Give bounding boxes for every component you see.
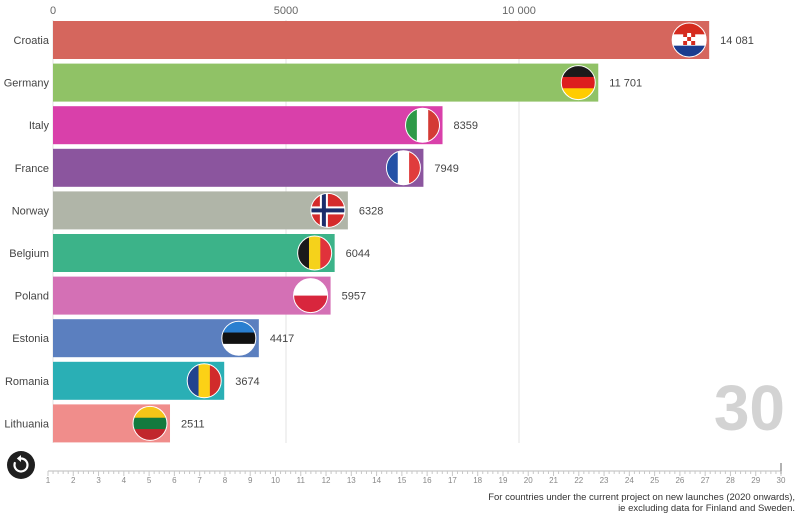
frame-number: 30 (714, 372, 785, 444)
bar-group: Lithuania 2511 (4, 404, 205, 443)
timeline-tick-label: 12 (322, 476, 331, 485)
romania-flag-icon (186, 363, 222, 399)
value-label: 2511 (181, 418, 205, 430)
value-label: 4417 (270, 333, 294, 345)
timeline-tick-label: 29 (751, 476, 760, 485)
value-label: 11 701 (609, 78, 642, 90)
timeline-tick-label: 22 (574, 476, 583, 485)
category-label: Poland (15, 291, 49, 303)
timeline-tick-label: 30 (777, 476, 786, 485)
timeline-tick-label: 8 (223, 476, 228, 485)
france-flag-icon (385, 150, 421, 186)
timeline-tick-label: 28 (726, 476, 735, 485)
timeline[interactable]: 1 2 3 4 5 6 7 8 9 10 11 12 13 14 15 16 17 18 19 20 21 22 23 24 2… (46, 463, 786, 485)
bar (53, 276, 331, 315)
category-label: Lithuania (4, 418, 50, 430)
value-label: 3674 (235, 376, 259, 388)
norway-flag-icon (310, 192, 346, 228)
germany-flag-icon (560, 65, 596, 101)
category-label: Norway (12, 205, 50, 217)
estonia-flag-icon (221, 320, 257, 356)
timeline-tick-label: 5 (147, 476, 152, 485)
replay-button[interactable] (7, 451, 35, 479)
timeline-tick-label: 1 (46, 476, 51, 485)
timeline-tick-label: 14 (372, 476, 381, 485)
value-label: 6044 (346, 248, 370, 260)
bar-group: France 7949 (15, 148, 459, 187)
category-label: Croatia (14, 35, 50, 47)
timeline-tick-label: 3 (96, 476, 101, 485)
footnote-line-1: For countries under the current project … (488, 492, 795, 503)
bar-group: Romania 3674 (5, 361, 260, 400)
value-label: 5957 (342, 291, 366, 303)
timeline-tick-label: 20 (524, 476, 533, 485)
italy-flag-icon (405, 107, 441, 143)
x-tick-label: 10 000 (502, 5, 536, 17)
croatia-flag-icon (671, 22, 707, 58)
bar-group: Poland 5957 (15, 276, 366, 315)
category-label: Romania (5, 376, 50, 388)
x-tick-label: 5000 (274, 5, 298, 17)
bar (53, 106, 443, 145)
timeline-tick-label: 2 (71, 476, 76, 485)
timeline-tick-label: 23 (600, 476, 609, 485)
belgium-flag-icon (297, 235, 333, 271)
category-label: Italy (29, 120, 50, 132)
timeline-tick-label: 21 (549, 476, 558, 485)
bar-group: Belgium 6044 (9, 234, 370, 272)
footnote-line-2: ie excluding data for Finland and Sweden… (618, 503, 795, 514)
bar (53, 148, 424, 187)
category-label: Germany (4, 78, 50, 90)
timeline-tick-label: 16 (423, 476, 432, 485)
timeline-tick-label: 11 (297, 476, 306, 485)
timeline-tick-label: 10 (271, 476, 280, 485)
timeline-tick-label: 24 (625, 476, 634, 485)
timeline-tick-label: 9 (248, 476, 253, 485)
bar (53, 63, 599, 102)
bar (53, 234, 335, 272)
category-label: Belgium (9, 248, 49, 260)
timeline-tick-label: 25 (650, 476, 659, 485)
timeline-tick-label: 27 (701, 476, 710, 485)
value-label: 7949 (434, 163, 458, 175)
category-label: Estonia (12, 333, 50, 345)
bar-group: Italy 8359 (29, 106, 478, 145)
x-axis-top: 0 5000 10 000 (50, 5, 536, 17)
timeline-tick-label: 17 (448, 476, 457, 485)
bar-group: Norway 6328 (12, 191, 383, 230)
value-label: 8359 (454, 120, 478, 132)
timeline-tick-label: 15 (397, 476, 406, 485)
timeline-tick-label: 13 (347, 476, 356, 485)
bars: Croatia 14 081 Germany 11 701 Italy 8359 Franc… (4, 21, 754, 443)
footnote: For countries under the current project … (488, 492, 795, 514)
poland-flag-icon (293, 278, 329, 314)
bar-group: Estonia 4417 (12, 319, 294, 358)
replay-icon (13, 455, 29, 473)
timeline-tick-label: 6 (172, 476, 177, 485)
bar (53, 191, 348, 230)
bar (53, 21, 710, 59)
bar-group: Germany 11 701 (4, 63, 642, 102)
x-tick-label: 0 (50, 5, 56, 17)
timeline-tick-label: 7 (197, 476, 202, 485)
value-label: 6328 (359, 205, 383, 217)
timeline-tick-label: 26 (675, 476, 684, 485)
timeline-tick-label: 18 (473, 476, 482, 485)
timeline-tick-label: 19 (499, 476, 508, 485)
timeline-tick-label: 4 (122, 476, 127, 485)
lithuania-flag-icon (132, 405, 168, 441)
category-label: France (15, 163, 49, 175)
value-label: 14 081 (720, 35, 754, 47)
bar-group: Croatia 14 081 (14, 21, 754, 59)
